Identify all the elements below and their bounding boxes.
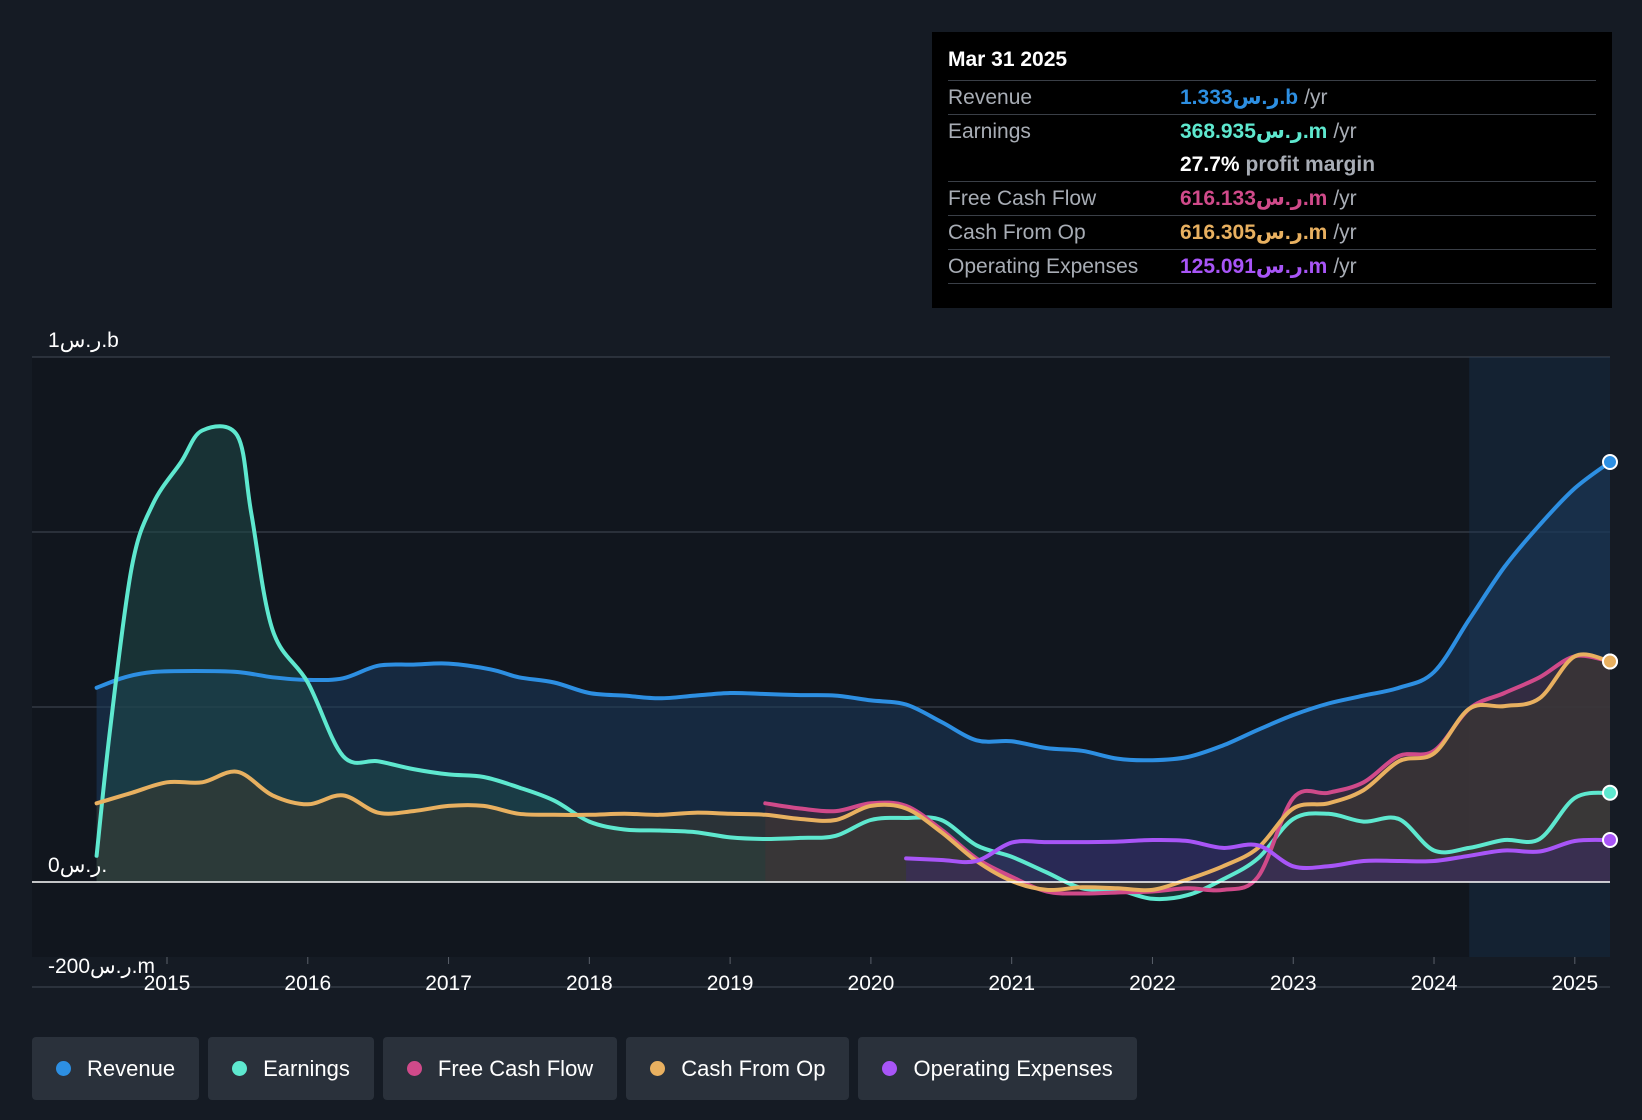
tooltip-value: 1.333ر.س.b: [1180, 86, 1299, 109]
area-cash-from-op: [96, 654, 1611, 891]
legend-label: Earnings: [263, 1055, 350, 1081]
legend-dot-icon: [650, 1061, 666, 1076]
tooltip-unit: /yr: [1304, 85, 1328, 109]
line-cash-from-op: [94, 652, 1612, 893]
legend-label: Revenue: [87, 1055, 176, 1081]
x-tick-label: 2017: [425, 972, 472, 995]
tooltip-value: 125.091ر.س.m: [1180, 255, 1328, 278]
tooltip-unit: /yr: [1333, 119, 1357, 143]
tooltip-value: 368.935ر.س.m: [1180, 120, 1328, 143]
tooltip-panel: Mar 31 2025 Revenue 1.333ر.س.b /yr Earni…: [932, 32, 1612, 308]
tooltip-label: Operating Expenses: [948, 254, 1139, 278]
tooltip-label: Cash From Op: [948, 220, 1086, 244]
x-tick-label: 2022: [1129, 972, 1176, 995]
legend-label: Cash From Op: [681, 1055, 826, 1081]
legend-item-revenue[interactable]: Revenue: [32, 1037, 200, 1100]
line-earnings: [94, 424, 1612, 902]
y-tick-label: 1ر.س.b: [48, 329, 119, 353]
tooltip-row-revenue: Revenue 1.333ر.س.b /yr: [948, 80, 1596, 114]
series-lines: [94, 424, 1612, 902]
legend: Revenue Earnings Free Cash Flow Cash Fro…: [32, 1037, 1137, 1100]
x-tick-label: 2025: [1551, 972, 1598, 995]
legend-dot-icon: [232, 1061, 248, 1076]
profit-margin-label: profit margin: [1245, 152, 1376, 176]
tooltip-label: Revenue: [948, 85, 1033, 109]
legend-dot-icon: [56, 1061, 71, 1076]
x-tick-label: 2019: [707, 972, 754, 995]
legend-label: Operating Expenses: [913, 1055, 1113, 1081]
legend-item-cash-from-op[interactable]: Cash From Op: [626, 1037, 850, 1100]
endpoint-revenue: [1602, 454, 1618, 470]
tooltip-date: Mar 31 2025: [948, 48, 1068, 71]
endpoint-earnings: [1602, 784, 1618, 801]
legend-dot-icon: [406, 1061, 422, 1076]
line-operating-expenses: [904, 837, 1612, 871]
x-tick-label: 2021: [988, 972, 1035, 995]
legend-item-free-cash-flow[interactable]: Free Cash Flow: [382, 1037, 618, 1100]
tooltip-row-margin: 27.7% profit margin: [948, 148, 1596, 181]
x-tick-label: 2018: [566, 972, 613, 995]
tooltip-row-fcf: Free Cash Flow 616.133ر.س.m /yr: [948, 181, 1596, 215]
tooltip-unit: /yr: [1333, 254, 1357, 278]
legend-dot-icon: [882, 1061, 898, 1076]
area-earnings: [96, 426, 1611, 900]
profit-margin-value: 27.7%: [1180, 152, 1240, 176]
series-endpoints: [1602, 454, 1618, 848]
x-tick-label: 2024: [1411, 972, 1458, 995]
x-axis-labels: 2015 2016 2017 2018 2019 2020 2021 2022 2023 2024…: [144, 957, 1598, 995]
endpoint-cash-from-op: [1602, 653, 1618, 670]
x-tick-label: 2015: [144, 972, 191, 995]
y-axis-labels: 1ر.س.b 0ر.س. -200ر.س.m: [48, 329, 155, 979]
x-tick-label: 2016: [284, 972, 331, 995]
tooltip-label: Free Cash Flow: [948, 186, 1097, 210]
line-revenue: [94, 460, 1612, 763]
tooltip-row-opex: Operating Expenses 125.091ر.س.m /yr: [948, 249, 1596, 284]
tooltip-value: 616.133ر.س.m: [1180, 187, 1328, 210]
y-tick-label: -200ر.س.m: [48, 955, 155, 979]
tooltip-label: Earnings: [948, 119, 1031, 143]
legend-label: Free Cash Flow: [437, 1055, 594, 1081]
tooltip-unit: /yr: [1333, 220, 1357, 244]
x-tick-label: 2023: [1270, 972, 1317, 995]
legend-item-earnings[interactable]: Earnings: [208, 1037, 374, 1100]
tooltip-row-cfo: Cash From Op 616.305ر.س.m /yr: [948, 215, 1596, 249]
tooltip-value: 616.305ر.س.m: [1180, 221, 1328, 244]
legend-item-operating-expenses[interactable]: Operating Expenses: [858, 1037, 1137, 1100]
endpoint-operating-expenses: [1602, 832, 1618, 848]
x-tick-label: 2020: [848, 972, 895, 995]
tooltip-unit: /yr: [1333, 186, 1357, 210]
tooltip-row-earnings: Earnings 368.935ر.س.m /yr: [948, 114, 1596, 148]
y-tick-label: 0ر.س.: [48, 854, 107, 878]
